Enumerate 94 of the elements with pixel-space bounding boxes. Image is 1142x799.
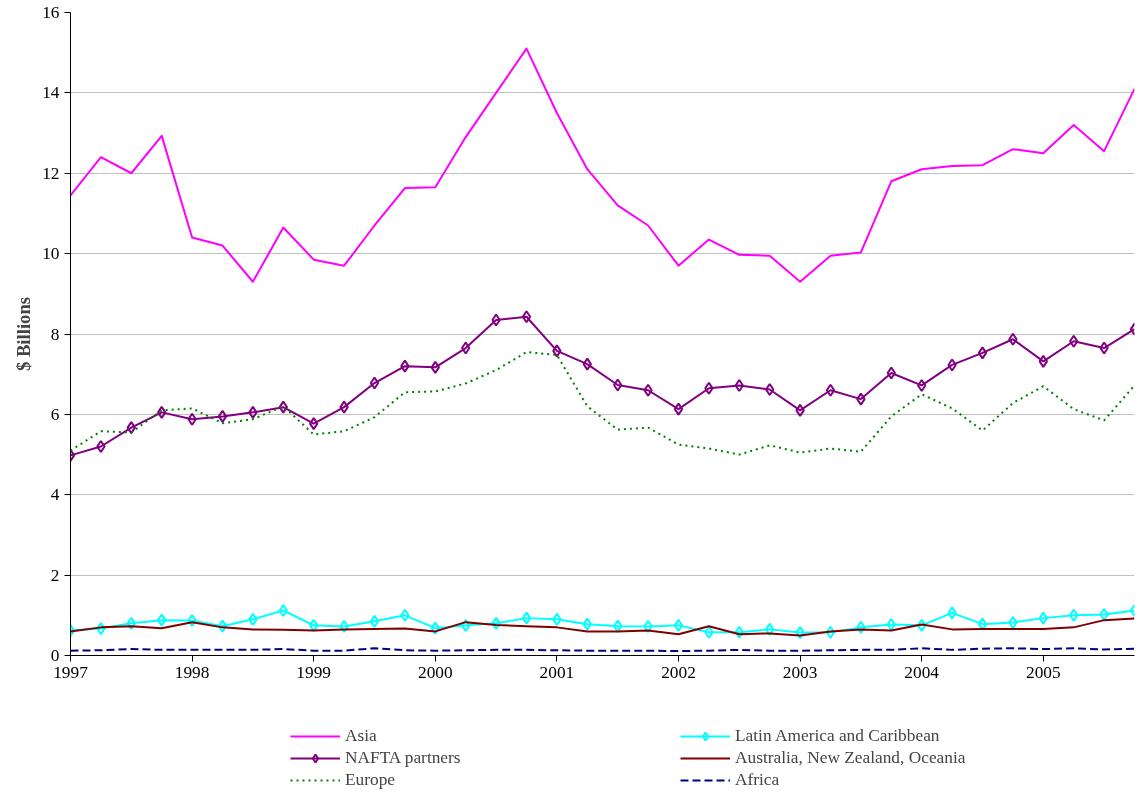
point [825,625,836,639]
point [187,412,197,426]
x-tick-label: 2004 [904,662,940,682]
point [96,440,106,454]
point [187,614,197,628]
point [917,378,927,392]
point [1008,332,1018,346]
y-tick-label: 10 [42,244,60,264]
y-tick-label: 14 [42,83,60,103]
point [734,378,744,392]
point [157,405,167,419]
point [886,618,896,632]
point [430,621,440,635]
y-tick-label: 2 [50,565,60,585]
legend-label: NAFTA partners [345,748,461,768]
point [491,313,501,327]
point [765,622,775,636]
point [1008,616,1018,630]
point [673,618,684,632]
x-tick-label: 1998 [174,662,210,682]
x-tick-label: 1999 [296,662,332,682]
point [856,392,866,406]
point [521,611,532,625]
point [1099,341,1109,355]
point [947,606,957,620]
y-tick-label: 16 [42,3,60,22]
point [278,400,288,414]
point [977,346,988,360]
x-tick-label: 2005 [1025,662,1061,682]
point [491,616,501,630]
x-tick-label: 2002 [661,662,696,682]
x-tick-label: 2000 [417,662,453,682]
y-tick-label: 12 [42,163,60,183]
point [643,620,653,634]
point [947,358,957,372]
point [217,409,228,423]
point [582,617,592,631]
point [825,383,836,397]
point [400,359,410,373]
legend-label: Africa [735,770,780,790]
point [157,613,167,627]
line-series [70,47,1135,283]
point [1099,608,1109,622]
point [1038,611,1048,625]
point [765,382,775,396]
point [126,421,136,435]
legend-label: Latin America and Caribbean [735,726,940,746]
point [309,417,319,431]
point [248,405,258,419]
y-tick-label: 8 [50,324,60,344]
y-tick-label: 6 [50,404,60,424]
point [734,625,744,639]
point [582,357,592,371]
point [339,400,349,414]
point [552,344,562,358]
point [461,618,471,632]
point [96,622,106,636]
point [430,360,440,374]
point [704,381,714,395]
point [217,619,228,633]
point [461,341,471,355]
point [248,612,258,626]
x-tick-label: 2001 [539,662,575,682]
point [126,616,136,630]
x-tick-label: 2003 [782,662,818,682]
point [369,614,380,628]
point [673,402,684,416]
point [643,383,653,397]
y-tick-label: 4 [50,485,60,505]
point [1069,334,1079,348]
point [917,618,927,632]
point [856,620,866,634]
point [1069,608,1079,622]
point [339,620,349,634]
legend-label: Australia, New Zealand, Oceania [735,748,966,768]
point [704,625,714,639]
point [613,378,623,392]
point [1038,354,1048,368]
point [977,617,988,631]
point [795,403,805,417]
y-axis-title: $ Billions [13,296,35,372]
x-tick-label: 1997 [53,662,89,682]
point [521,310,532,324]
point [309,618,319,632]
legend-label: Asia [345,726,377,746]
point [552,612,562,626]
y-tick-label: 0 [50,646,60,665]
point [886,366,896,380]
point [613,619,623,633]
point [795,626,805,640]
legend-label: Europe [345,770,396,790]
point [369,376,380,390]
point [278,603,288,617]
point [400,608,410,622]
